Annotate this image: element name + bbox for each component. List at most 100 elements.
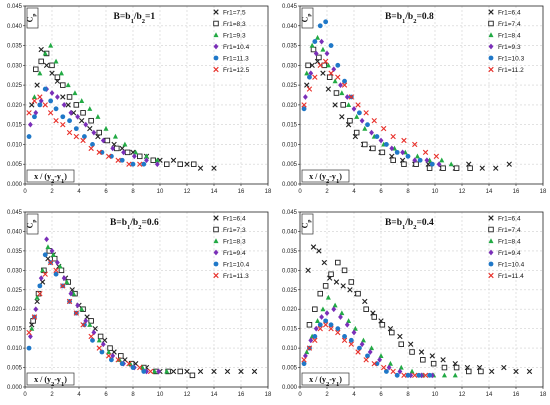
data-point bbox=[48, 98, 54, 104]
legend-label: Fr1=9.3 bbox=[223, 32, 246, 39]
data-point bbox=[401, 137, 407, 144]
data-point bbox=[83, 121, 89, 128]
y-tick-label: 0.025 bbox=[282, 288, 298, 294]
data-point bbox=[348, 279, 355, 285]
legend-marker bbox=[488, 66, 494, 73]
data-point bbox=[87, 125, 93, 132]
x-tick-label: 10 bbox=[157, 392, 164, 398]
data-point bbox=[99, 349, 105, 355]
x-label-text: x / (y2-y1) bbox=[309, 172, 342, 185]
data-point bbox=[341, 267, 348, 274]
data-point bbox=[143, 153, 150, 159]
y-tick-label: 0.035 bbox=[282, 249, 298, 255]
data-point bbox=[412, 157, 418, 164]
legend-marker bbox=[488, 238, 494, 244]
data-point bbox=[96, 337, 102, 343]
data-point bbox=[323, 318, 329, 324]
legend-item: Fr1=8.3 bbox=[213, 238, 246, 245]
y-label-box bbox=[26, 7, 39, 29]
data-point bbox=[325, 86, 332, 92]
data-point bbox=[379, 149, 386, 156]
data-point bbox=[141, 369, 147, 374]
legend-item: Fr1=10.4 bbox=[488, 261, 525, 268]
series-1 bbox=[305, 244, 533, 375]
data-point bbox=[88, 333, 94, 340]
data-point bbox=[106, 353, 112, 359]
x-tick-label: 16 bbox=[238, 189, 245, 195]
data-point bbox=[400, 149, 406, 156]
data-point bbox=[326, 74, 333, 80]
data-point bbox=[156, 368, 162, 375]
data-point bbox=[49, 248, 55, 254]
data-point bbox=[42, 271, 48, 277]
data-point bbox=[32, 114, 37, 120]
data-point bbox=[389, 145, 395, 152]
data-point bbox=[493, 165, 499, 171]
data-point bbox=[340, 102, 346, 108]
data-point bbox=[359, 341, 365, 348]
x-tick-label: 16 bbox=[513, 189, 520, 195]
x-tick-label: 4 bbox=[77, 189, 81, 195]
data-point bbox=[401, 372, 407, 379]
legend-label: Fr1=9.4 bbox=[223, 250, 246, 257]
data-point bbox=[369, 129, 374, 136]
data-point bbox=[306, 86, 313, 92]
data-point bbox=[177, 161, 183, 167]
data-point bbox=[479, 165, 485, 171]
legend-label: Fr1=6.4 bbox=[498, 215, 521, 222]
data-point bbox=[420, 357, 426, 363]
y-tick-label: 0.030 bbox=[7, 268, 23, 274]
series-2 bbox=[306, 259, 484, 375]
data-point bbox=[328, 43, 334, 48]
x-tick-label: 2 bbox=[325, 189, 329, 195]
data-point bbox=[121, 149, 126, 156]
data-point bbox=[87, 322, 93, 327]
data-point bbox=[412, 141, 418, 148]
data-point bbox=[91, 129, 97, 136]
data-point bbox=[344, 94, 350, 100]
data-point bbox=[333, 279, 340, 285]
data-point bbox=[333, 90, 340, 96]
x-tick-label: 12 bbox=[184, 189, 191, 195]
data-point bbox=[118, 353, 124, 359]
x-tick-label: 12 bbox=[184, 392, 191, 398]
data-point bbox=[40, 267, 46, 273]
data-point bbox=[301, 102, 307, 108]
data-point bbox=[370, 145, 376, 152]
data-point bbox=[315, 34, 321, 40]
data-point bbox=[106, 349, 112, 355]
data-point bbox=[348, 337, 354, 343]
series-4 bbox=[302, 38, 442, 168]
y-tick-label: 0.025 bbox=[7, 288, 23, 294]
plot-frame bbox=[299, 5, 544, 185]
data-point bbox=[251, 368, 258, 375]
series-4 bbox=[27, 236, 162, 375]
data-point bbox=[394, 372, 400, 378]
data-point bbox=[433, 153, 440, 159]
data-point bbox=[136, 153, 143, 160]
data-point bbox=[352, 325, 358, 331]
data-point bbox=[64, 279, 70, 285]
data-point bbox=[31, 98, 38, 104]
y-tick-label: 0.030 bbox=[282, 268, 298, 274]
plot-frame bbox=[24, 211, 269, 388]
data-point bbox=[65, 82, 71, 88]
legend: Fr1=6.4 Fr1=7.3 Fr1=8.3 Fr1=9.4 Fr1=10.4 Fr1=… bbox=[213, 215, 250, 280]
data-point bbox=[197, 368, 204, 375]
legend-marker bbox=[488, 43, 494, 50]
data-point bbox=[379, 322, 386, 328]
chart-panel-3: 0 2 4 6 8 10 12 14 16 18 0.000 0.005 0.010 0.015 0.020… bbox=[7, 210, 272, 398]
data-point bbox=[72, 90, 78, 96]
legend-item: Fr1=9.3 bbox=[488, 43, 521, 51]
legend-marker bbox=[213, 261, 219, 267]
data-point bbox=[362, 141, 368, 148]
data-point bbox=[317, 322, 323, 328]
data-point bbox=[97, 333, 104, 340]
legend-marker bbox=[488, 215, 494, 221]
data-point bbox=[54, 259, 60, 266]
data-point bbox=[440, 357, 446, 363]
data-point bbox=[397, 368, 403, 375]
data-point bbox=[150, 157, 156, 164]
data-point bbox=[96, 129, 102, 136]
data-point bbox=[341, 82, 348, 88]
